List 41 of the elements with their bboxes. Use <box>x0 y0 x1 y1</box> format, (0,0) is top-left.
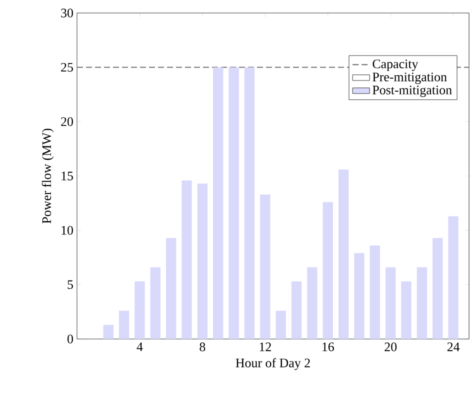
bar <box>322 202 333 339</box>
bar <box>276 310 286 339</box>
bar <box>370 246 380 339</box>
x-tick-label: 12 <box>260 342 271 352</box>
y-axis-title: Power flow (MW) <box>42 128 54 224</box>
bar <box>150 267 160 339</box>
bar <box>386 267 396 339</box>
y-tick-label: 5 <box>68 280 73 289</box>
bar <box>448 216 458 339</box>
ref-line-label: Capacity <box>372 60 418 71</box>
bar <box>291 281 302 339</box>
bar <box>197 184 208 339</box>
bar <box>103 324 114 339</box>
y-tick-label: 15 <box>62 172 73 180</box>
legend-label: Post-mitigation <box>372 86 452 98</box>
x-tick-label: 4 <box>136 342 143 352</box>
bar <box>260 194 270 339</box>
y-tick-label: 0 <box>68 334 73 344</box>
bar <box>244 67 255 339</box>
legend-label: Pre-mitigation <box>372 72 447 84</box>
bar <box>182 180 192 339</box>
bar <box>134 281 145 339</box>
bar <box>213 67 224 339</box>
bar <box>432 238 443 339</box>
y-tick-label: 10 <box>62 226 73 235</box>
bar <box>401 281 412 339</box>
bar <box>338 169 349 339</box>
bar <box>354 253 364 339</box>
bar <box>228 67 239 339</box>
x-tick-label: 16 <box>322 342 334 352</box>
x-tick-label: 24 <box>447 342 460 352</box>
bar <box>118 310 130 339</box>
y-tick-label: 25 <box>61 62 73 72</box>
x-axis-title: Hour of Day 2 <box>236 358 310 370</box>
x-tick-label: 8 <box>200 342 206 352</box>
x-tick-label: 20 <box>384 342 397 352</box>
y-tick-label: 30 <box>61 8 73 18</box>
bar <box>307 267 318 339</box>
bar <box>416 267 428 339</box>
bar <box>166 238 176 339</box>
y-tick-label: 20 <box>61 117 73 126</box>
